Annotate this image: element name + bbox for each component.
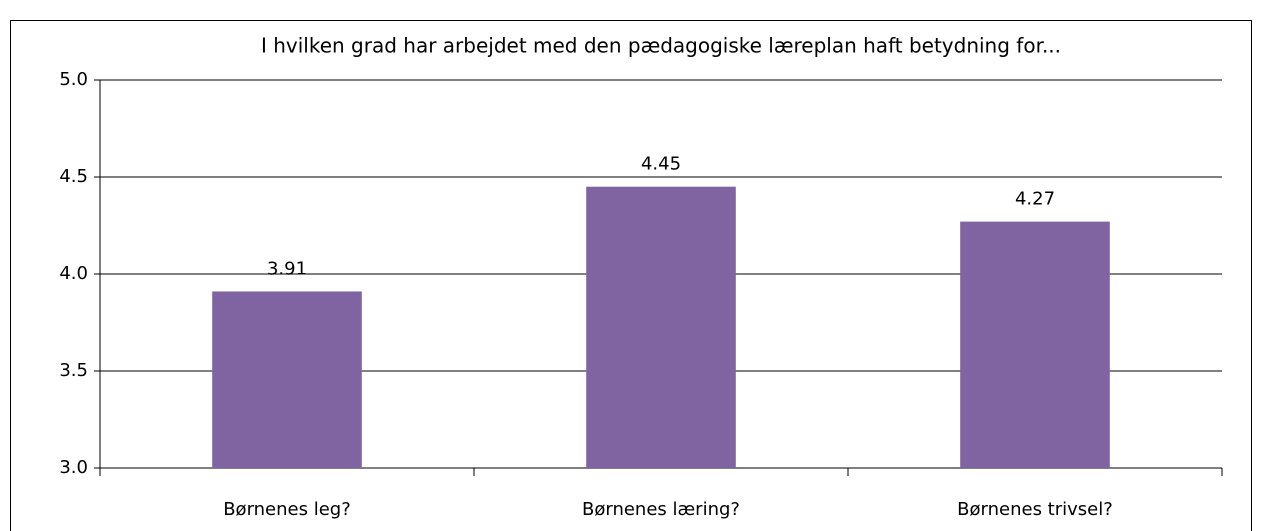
y-tick-label: 4.5 [59, 166, 88, 187]
chart-title: I hvilken grad har arbejdet med den pæda… [261, 34, 1061, 58]
value-label: 4.45 [641, 154, 681, 175]
x-tick-label: Børnenes leg? [223, 499, 351, 520]
value-label: 3.91 [267, 258, 307, 279]
y-tick-label: 3.5 [59, 360, 88, 381]
chart-frame [10, 20, 1252, 531]
bar [586, 186, 736, 468]
y-tick-label: 3.0 [59, 457, 88, 478]
y-tick-label: 4.0 [59, 263, 88, 284]
x-tick-label: Børnenes trivsel? [957, 499, 1113, 520]
x-tick-label: Børnenes læring? [582, 499, 740, 520]
y-tick-label: 5.0 [59, 69, 88, 90]
value-label: 4.27 [1015, 189, 1055, 210]
bar [212, 291, 362, 468]
bar [960, 221, 1110, 468]
